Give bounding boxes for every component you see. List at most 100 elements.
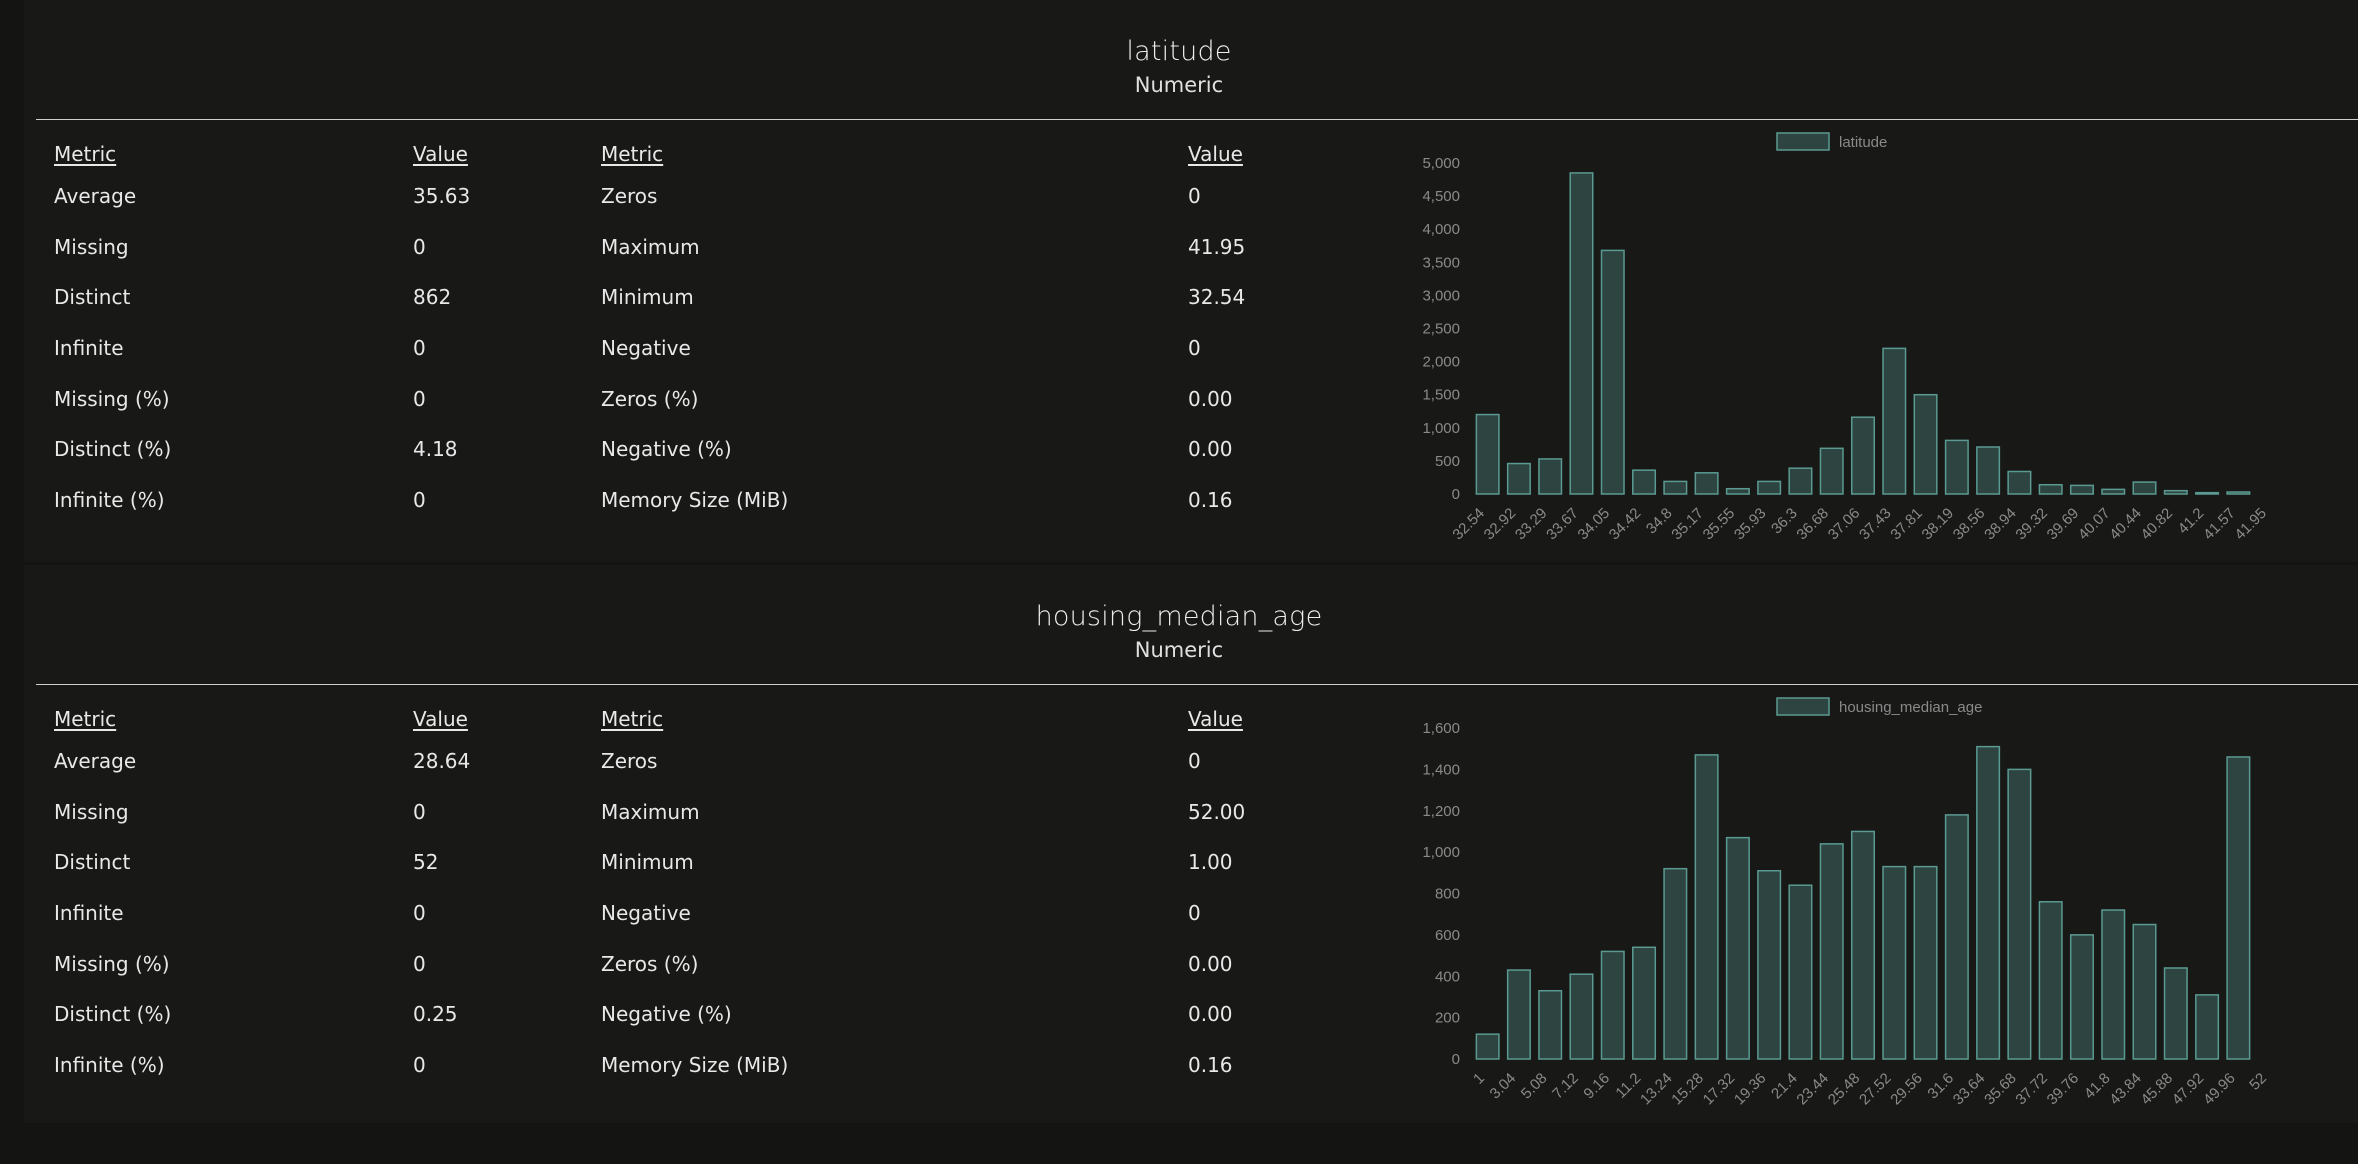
x-tick-label: 32.54	[1449, 505, 1488, 544]
value-header: Value	[413, 142, 468, 166]
metric-label: Average	[54, 749, 137, 773]
legend-label: housing_median_age	[1839, 699, 1982, 716]
x-tick-label: 29.56	[1887, 1070, 1926, 1109]
histogram-bar	[1569, 172, 1594, 495]
section-divider	[36, 119, 2358, 120]
x-tick-label: 39.32	[2012, 505, 2051, 544]
histogram-bar	[1600, 249, 1625, 495]
metric-value: 0	[1188, 184, 1201, 208]
histogram-bar	[1663, 480, 1688, 495]
histogram-bar	[2163, 489, 2188, 495]
variable-section-latitude: latitude Numeric Metric Value Metric Val…	[24, 0, 2358, 562]
metric-value: 52	[413, 850, 439, 874]
metric-value: 0	[1188, 749, 1201, 773]
x-tick-label: 38.19	[1919, 505, 1958, 544]
metric-label: Negative (%)	[601, 437, 732, 461]
histogram-bar	[1850, 830, 1876, 1060]
metric-value: 0	[413, 235, 426, 259]
histogram-bar	[1757, 480, 1782, 495]
metric-label: Distinct (%)	[54, 437, 172, 461]
x-tick-label: 38.94	[1981, 505, 2020, 544]
metric-value: 0	[1188, 336, 1201, 360]
x-tick-label: 47.92	[2169, 1070, 2208, 1109]
metric-label: Average	[54, 184, 137, 208]
metrics-header-row: Metric Value Metric Value	[24, 707, 1314, 757]
histogram-bar	[2226, 491, 2251, 495]
histogram-bar	[1694, 754, 1719, 1060]
metric-label: Infinite	[54, 336, 124, 360]
x-tick-label: 5.08	[1518, 1070, 1551, 1103]
histogram-bar	[1850, 416, 1876, 495]
value-header: Value	[1188, 142, 1243, 166]
y-tick-label: 1,500	[1422, 387, 1460, 404]
metric-label: Maximum	[601, 235, 700, 259]
x-tick-label: 45.88	[2138, 1070, 2177, 1109]
metrics-row: Distinct 862 Minimum 32.54	[24, 285, 1314, 335]
metric-value: 0.00	[1188, 437, 1233, 461]
x-tick-label: 15.28	[1668, 1070, 1707, 1109]
metric-label: Zeros	[601, 749, 658, 773]
metric-label: Maximum	[601, 800, 700, 824]
histogram-bar	[1632, 946, 1657, 1060]
metric-value: 0.16	[1188, 1053, 1233, 1077]
histogram-bar	[1976, 446, 2001, 495]
histogram-chart: latitude 0 500 1,000 1,500 2,000 2,500 3,000 3,5…	[1376, 124, 2296, 544]
section-type: Numeric	[1134, 638, 1224, 662]
y-tick-label: 1,000	[1422, 844, 1460, 861]
histogram-bar	[1725, 487, 1750, 495]
histogram-bar	[1538, 989, 1563, 1060]
histogram-bar	[1506, 462, 1531, 495]
variable-section-housing-median-age: housing_median_age Numeric Metric Value …	[24, 565, 2358, 1123]
metrics-row: Infinite 0 Negative 0	[24, 336, 1314, 386]
metrics-row: Infinite (%) 0 Memory Size (MiB) 0.16	[24, 488, 1314, 538]
x-tick-label: 41.57	[2200, 505, 2239, 544]
metric-label: Distinct (%)	[54, 1002, 172, 1026]
histogram-bar	[1788, 467, 1813, 495]
x-tick-label: 34.05	[1575, 505, 1614, 544]
histogram-bar	[2069, 484, 2094, 495]
metric-value: 0	[413, 387, 426, 411]
metric-value: 0.00	[1188, 1002, 1233, 1026]
y-tick-label: 0	[1452, 486, 1460, 503]
x-tick-label: 27.52	[1856, 1070, 1895, 1109]
histogram-bar	[1663, 867, 1688, 1060]
x-tick-label: 9.16	[1580, 1070, 1613, 1103]
metric-label: Infinite	[54, 901, 124, 925]
metric-value: 32.54	[1188, 285, 1246, 309]
histogram-bar	[1725, 836, 1750, 1060]
x-tick-label: 33.67	[1543, 505, 1582, 544]
histogram-bar	[2007, 470, 2032, 495]
metric-label: Zeros (%)	[601, 387, 699, 411]
metric-label: Missing	[54, 235, 129, 259]
x-tick-label: 38.56	[1950, 505, 1989, 544]
histogram-bar	[1569, 973, 1594, 1060]
x-tick-label: 35.55	[1700, 505, 1739, 544]
histogram-bar	[1882, 347, 1907, 495]
metric-value: 0.00	[1188, 952, 1233, 976]
histogram-bar	[1475, 413, 1500, 495]
metric-value: 0.25	[413, 1002, 458, 1026]
x-tick-label: 43.84	[2106, 1070, 2145, 1109]
value-header: Value	[1188, 707, 1243, 731]
x-tick-label: 32.92	[1481, 505, 1520, 544]
legend-swatch	[1776, 697, 1830, 716]
y-tick-label: 600	[1435, 927, 1460, 944]
histogram-bar	[2007, 768, 2032, 1060]
metrics-row: Missing 0 Maximum 52.00	[24, 800, 1314, 850]
metrics-row: Infinite (%) 0 Memory Size (MiB) 0.16	[24, 1053, 1314, 1103]
metric-value: 0	[413, 1053, 426, 1077]
histogram-bar	[1882, 865, 1907, 1060]
y-tick-label: 3,500	[1422, 254, 1460, 271]
metric-label: Missing (%)	[54, 952, 170, 976]
x-tick-label: 7.12	[1549, 1070, 1582, 1103]
x-tick-label: 19.36	[1731, 1070, 1770, 1109]
y-tick-label: 1,000	[1422, 420, 1460, 437]
x-tick-label: 37.81	[1887, 505, 1926, 544]
x-tick-label: 1	[1470, 1070, 1488, 1088]
metric-value: 0.16	[1188, 488, 1233, 512]
x-tick-label: 13.24	[1637, 1070, 1676, 1109]
y-tick-label: 400	[1435, 968, 1460, 985]
section-header: latitude Numeric	[24, 36, 2334, 97]
metric-value: 0	[413, 800, 426, 824]
